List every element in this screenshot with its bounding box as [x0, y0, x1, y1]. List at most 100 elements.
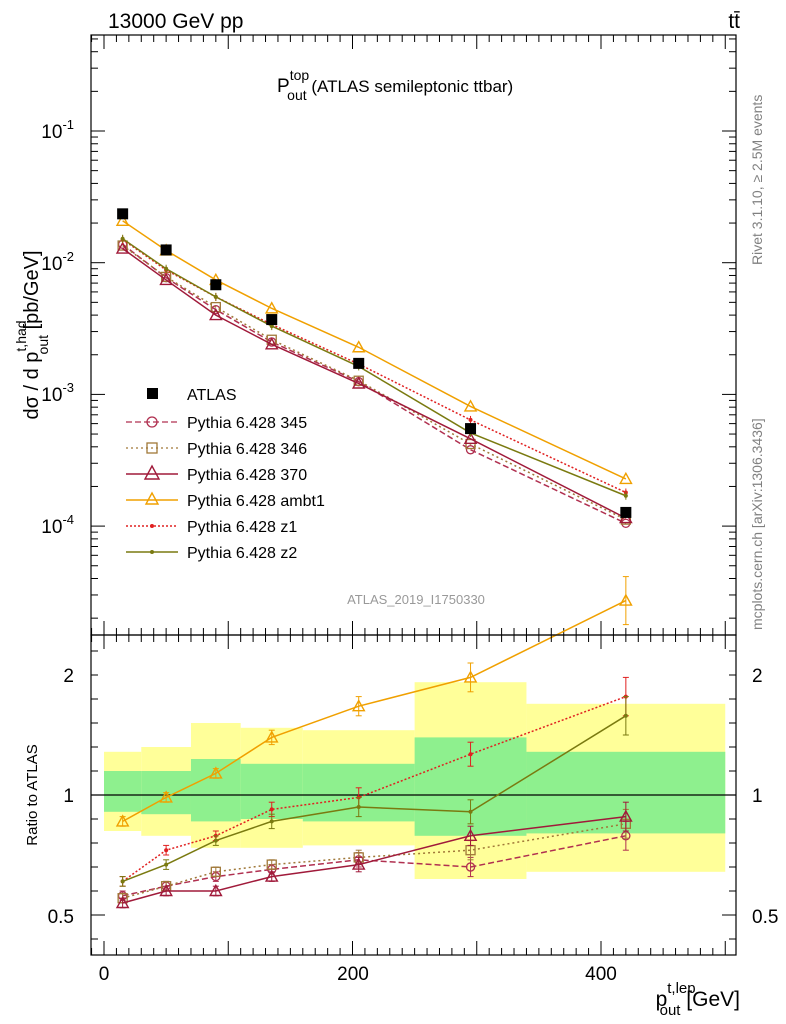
series-point-345: [465, 445, 476, 455]
series-line-370: [122, 247, 627, 519]
main-y-axis-label-pre: dσ / d p: [21, 352, 43, 420]
main-y-axis-label-sub: out: [35, 335, 51, 355]
legend-marker-atlas: [147, 388, 158, 399]
ratio-y-tick-label-right-1: 1: [752, 786, 763, 807]
ratio-point-346: [266, 859, 277, 870]
data-point-atlas: [210, 279, 222, 291]
legend-label-370: Pythia 6.428 370: [187, 467, 307, 484]
ratio-point-370: [619, 809, 633, 822]
ratio-point-346: [210, 866, 221, 877]
y-tick-exponent: -1: [62, 117, 74, 132]
x-axis-label-pre: p: [656, 988, 668, 1011]
y-tick-label-0.01: 10-2: [41, 249, 74, 275]
ratio-point-z2: [164, 862, 169, 867]
ratio-point-370: [264, 869, 279, 882]
uncertainty-band-green: [104, 771, 142, 812]
main-panel: Ptop out (ATLAS semileptonic ttbar) dσ / …: [13, 34, 737, 636]
x-axis-label-post: [GeV]: [680, 988, 740, 1011]
series-point-ambt1: [619, 471, 633, 485]
series-point-z2: [120, 236, 125, 241]
x-tick-label-400: 400: [585, 964, 617, 985]
legend: ATLAS Pythia 6.428 345 Pythia 6.428 346 …: [126, 387, 325, 562]
legend-label-ambt1: Pythia 6.428 ambt1: [187, 493, 325, 510]
ratio-point-370: [463, 828, 478, 841]
ratio-point-370: [115, 895, 130, 909]
plot-title-sub: out: [287, 87, 307, 103]
analysis-label: ATLAS_2019_I1750330: [347, 592, 485, 607]
series-point-ambt1: [463, 399, 478, 412]
series-point-ambt1: [351, 340, 366, 353]
series-point-370: [264, 337, 279, 350]
series-point-346: [210, 301, 221, 313]
ratio-y-tick-label-1: 1: [63, 786, 74, 807]
y-tick-mantissa: 10: [41, 385, 62, 406]
y-tick-label-0.0001: 10-4: [41, 512, 74, 538]
legend-marker-370: [143, 464, 161, 480]
legend-marker-ambt1: [144, 491, 160, 505]
legend-marker-z2: [150, 550, 154, 554]
series-point-370: [463, 431, 478, 445]
ratio-point-ambt1: [209, 766, 223, 779]
ratio-panel: Ratio to ATLAS 2 1 0.5 2 1 0.5 0 200 400…: [24, 576, 778, 1019]
ratio-y-tick-label-right-0.5: 0.5: [752, 907, 778, 928]
data-point-atlas: [353, 357, 365, 369]
ratio-point-z2: [120, 879, 125, 884]
ratio-point-ambt1: [463, 670, 478, 683]
ratio-point-z2: [623, 713, 628, 718]
ratio-point-ambt1: [159, 790, 173, 803]
ratio-point-ambt1: [115, 814, 130, 827]
ratio-y-axis-label: Ratio to ATLAS: [24, 744, 41, 845]
ratio-point-z1: [269, 807, 274, 812]
data-point-atlas: [620, 506, 632, 518]
ratio-y-tick-label-2: 2: [63, 666, 74, 687]
series-point-370: [209, 308, 223, 321]
rivet-label: Rivet 3.1.10, ≥ 2.5M events: [749, 95, 765, 265]
ratio-y-tick-label-0.5: 0.5: [48, 907, 74, 928]
y-tick-mantissa: 10: [41, 254, 62, 275]
ratio-axis-ticks: [91, 635, 736, 955]
x-axis-label-sub: out: [660, 1002, 682, 1019]
series-point-ambt1: [264, 301, 279, 314]
ratio-y-tick-label-right-2: 2: [752, 666, 763, 687]
series-point-z2: [623, 493, 628, 498]
main-y-axis-label: dσ / d pt,had out [pb/GeV]: [13, 250, 51, 419]
header-process-label: tt̄: [728, 10, 740, 33]
series-point-z2: [269, 324, 274, 329]
x-axis-label-sup: t,lep: [667, 980, 695, 997]
y-tick-label-0.001: 10-3: [41, 380, 74, 406]
plot-title-sup: top: [290, 67, 310, 83]
ratio-point-z2: [213, 838, 218, 843]
data-point-atlas: [117, 208, 129, 220]
legend-label-z1: Pythia 6.428 z1: [187, 519, 297, 536]
ratio-point-370: [159, 883, 173, 897]
main-y-axis-label-sup: t,had: [13, 320, 29, 351]
ratio-point-ambt1: [351, 699, 366, 712]
main-axis-ticks: [91, 35, 736, 635]
ratio-point-ambt1: [619, 593, 633, 606]
y-tick-mantissa: 10: [41, 517, 62, 538]
legend-marker-346: [146, 442, 158, 454]
ratio-point-ambt1: [264, 730, 279, 743]
ratio-point-345: [465, 862, 476, 872]
x-tick-label-200: 200: [337, 964, 369, 985]
header-energy-label: 13000 GeV pp: [108, 10, 243, 33]
y-tick-exponent: -3: [62, 380, 74, 395]
series-point-370: [351, 376, 366, 389]
data-point-atlas: [266, 314, 278, 326]
series-line-345: [122, 243, 627, 524]
y-tick-label-0.1: 10-1: [41, 117, 74, 143]
ratio-point-z2: [269, 819, 274, 824]
y-tick-exponent: -2: [62, 249, 74, 264]
legend-label-345: Pythia 6.428 345: [187, 415, 307, 432]
ratio-point-370: [351, 857, 366, 870]
mcplots-label: mcplots.cern.ch [arXiv:1306.3436]: [749, 418, 765, 630]
ratio-point-z2: [356, 805, 361, 809]
series-point-ambt1: [115, 213, 130, 227]
plot-title: Ptop out (ATLAS semileptonic ttbar): [277, 67, 513, 103]
legend-label-346: Pythia 6.428 346: [187, 441, 307, 458]
y-tick-mantissa: 10: [41, 122, 62, 143]
data-point-atlas: [465, 423, 477, 435]
ratio-plot-content: [91, 576, 736, 909]
legend-label-atlas: ATLAS: [187, 387, 237, 404]
